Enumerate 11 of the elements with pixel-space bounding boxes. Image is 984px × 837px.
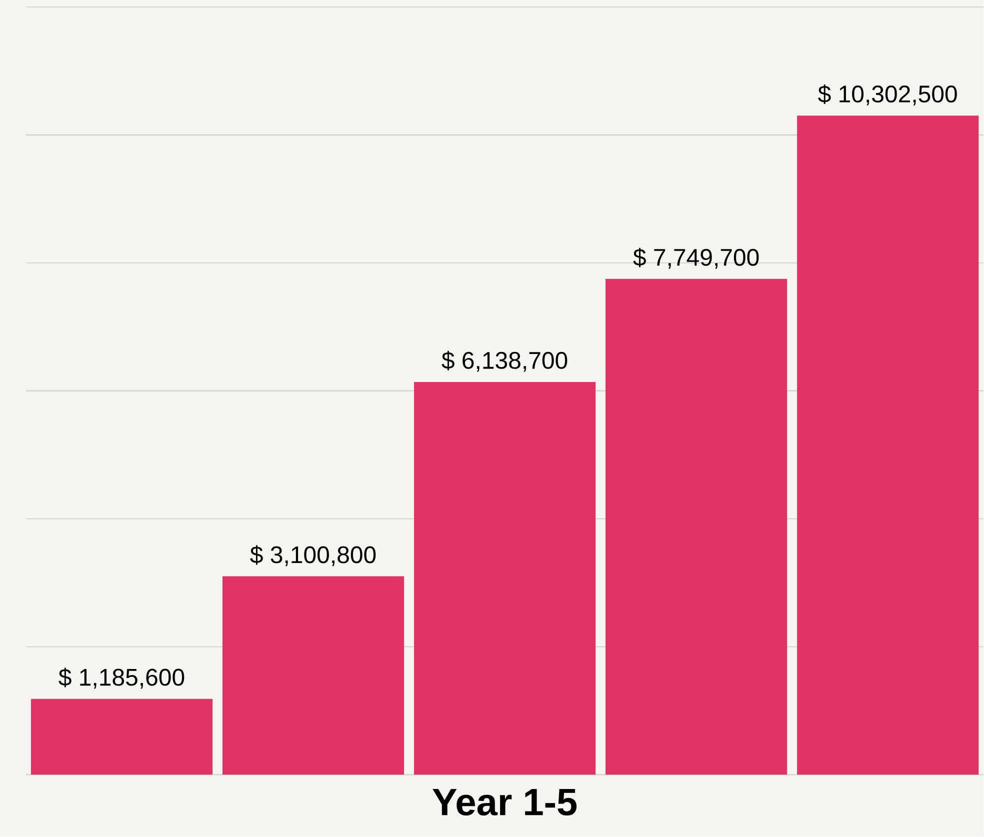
data-label: $ 7,749,700 bbox=[633, 248, 759, 269]
bar bbox=[414, 382, 596, 775]
data-label: $ 6,138,700 bbox=[442, 351, 568, 372]
bar bbox=[606, 279, 788, 775]
bar bbox=[797, 116, 979, 775]
bar bbox=[222, 576, 404, 775]
data-label: $ 1,185,600 bbox=[58, 668, 184, 689]
bar bbox=[30, 699, 213, 775]
x-axis-title: Year 1-5 bbox=[432, 789, 577, 816]
data-label: $ 10,302,500 bbox=[818, 84, 957, 106]
data-label: $ 3,100,800 bbox=[250, 545, 376, 566]
